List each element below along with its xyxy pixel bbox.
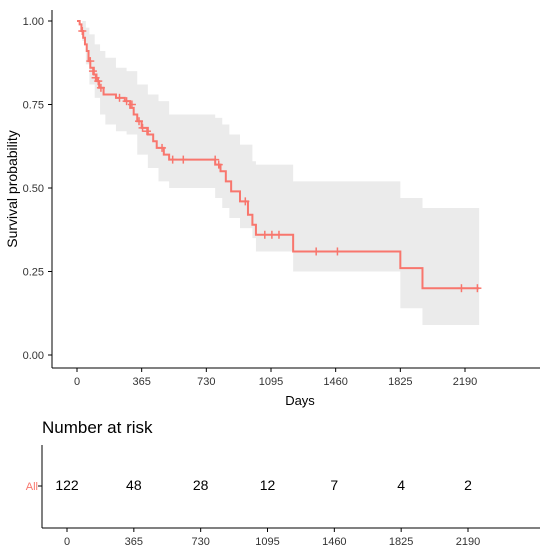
y-tick-label: 0.75 bbox=[23, 100, 44, 112]
risk-table-title: Number at risk bbox=[42, 418, 153, 437]
censor-marks bbox=[78, 27, 482, 293]
censor-mark bbox=[179, 155, 188, 164]
x-tick-label: 365 bbox=[132, 376, 150, 388]
x-ticks: 0 365 730 1095 1460 1825 2190 bbox=[74, 368, 477, 388]
censor-mark bbox=[94, 77, 103, 86]
censor-mark bbox=[267, 230, 276, 239]
risk-x-tick-label: 1460 bbox=[322, 536, 346, 548]
risk-table-x-ticks: 0 365 730 1095 1460 1825 2190 bbox=[64, 528, 480, 548]
y-tick-label: 1.00 bbox=[23, 16, 44, 28]
censor-mark bbox=[333, 247, 342, 256]
x-tick-label: 1825 bbox=[388, 376, 412, 388]
risk-x-tick-label: 1825 bbox=[389, 536, 413, 548]
censor-mark bbox=[135, 117, 144, 126]
x-tick-label: 0 bbox=[74, 376, 80, 388]
x-axis-label: Days bbox=[285, 393, 315, 408]
censor-mark bbox=[158, 143, 167, 152]
censor-mark bbox=[86, 57, 95, 66]
censor-mark bbox=[96, 83, 105, 92]
risk-x-tick-label: 2190 bbox=[456, 536, 480, 548]
x-tick-label: 2190 bbox=[453, 376, 477, 388]
risk-table-cells: All 122 48 28 12 7 4 2 bbox=[26, 477, 472, 493]
censor-mark bbox=[457, 284, 466, 293]
y-ticks: 0.00 0.25 0.50 0.75 1.00 bbox=[23, 16, 52, 362]
risk-row-label: All bbox=[26, 481, 38, 493]
censor-mark bbox=[274, 230, 283, 239]
risk-count: 7 bbox=[330, 477, 338, 493]
risk-x-tick-label: 365 bbox=[125, 536, 143, 548]
x-tick-label: 1460 bbox=[323, 376, 347, 388]
risk-count: 48 bbox=[126, 477, 142, 493]
censor-mark bbox=[473, 284, 482, 293]
censor-mark bbox=[88, 67, 97, 76]
censor-mark bbox=[168, 155, 177, 164]
censor-mark bbox=[142, 127, 151, 136]
censor-mark bbox=[211, 155, 220, 164]
x-tick-label: 1095 bbox=[259, 376, 283, 388]
risk-table-panel: Number at risk All 122 48 28 12 7 4 2 0 365 730 10… bbox=[26, 418, 540, 548]
censor-mark bbox=[78, 27, 87, 36]
risk-x-tick-label: 0 bbox=[64, 536, 70, 548]
ci-band bbox=[77, 21, 480, 325]
censor-mark bbox=[127, 100, 136, 109]
risk-count: 28 bbox=[193, 477, 209, 493]
km-plot-panel: 0.00 0.25 0.50 0.75 1.00 0 365 730 1095 1460 1825… bbox=[4, 10, 540, 408]
censor-mark bbox=[260, 230, 269, 239]
y-axis-label: Survival probability bbox=[4, 130, 20, 248]
risk-x-tick-label: 1095 bbox=[255, 536, 279, 548]
risk-count: 12 bbox=[260, 477, 276, 493]
risk-count: 2 bbox=[464, 477, 472, 493]
x-tick-label: 730 bbox=[197, 376, 215, 388]
risk-x-tick-label: 730 bbox=[191, 536, 209, 548]
y-tick-label: 0.50 bbox=[23, 183, 44, 195]
censor-mark bbox=[241, 197, 250, 206]
y-tick-label: 0.00 bbox=[23, 350, 44, 362]
y-tick-label: 0.25 bbox=[23, 267, 44, 279]
censor-mark bbox=[214, 160, 223, 169]
censor-mark bbox=[138, 123, 147, 132]
censor-mark bbox=[312, 247, 321, 256]
censor-mark bbox=[122, 97, 131, 106]
risk-count: 4 bbox=[397, 477, 405, 493]
survival-curve bbox=[77, 20, 480, 290]
risk-count: 122 bbox=[55, 477, 79, 493]
censor-mark bbox=[115, 93, 124, 102]
